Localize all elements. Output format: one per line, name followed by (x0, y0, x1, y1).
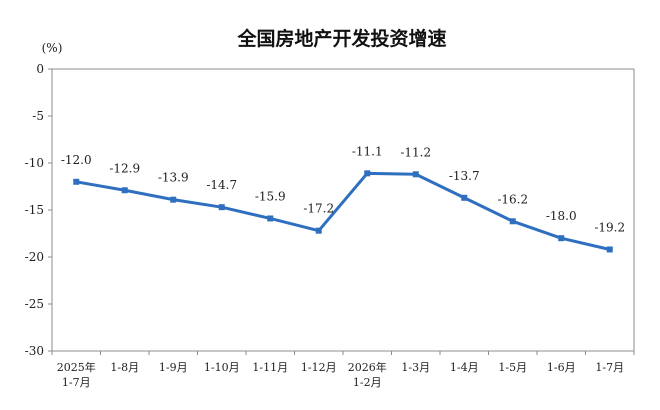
x-tick-label: 2025年 1-7月 (57, 360, 96, 389)
y-tick-label: -20 (25, 250, 44, 264)
x-tick-label: 1-7月 (595, 361, 624, 374)
data-label: -13.9 (158, 171, 189, 185)
data-label: -17.2 (303, 202, 334, 216)
x-tick-label: 1-6月 (547, 361, 576, 374)
data-point (170, 196, 177, 203)
y-tick-label: -5 (32, 109, 44, 123)
data-point (218, 204, 225, 211)
data-label: -11.2 (400, 145, 431, 159)
y-tick-label: -30 (25, 344, 44, 358)
data-label: -16.2 (497, 192, 528, 206)
data-label: -18.0 (546, 209, 577, 223)
series-layer (73, 170, 613, 253)
y-tick-label: -15 (25, 203, 44, 217)
data-point (606, 246, 613, 253)
data-point (73, 178, 80, 185)
data-point (412, 171, 419, 178)
chart-title: 全国房地产开发投资增速 (236, 27, 446, 50)
data-point (315, 227, 322, 234)
data-point (461, 194, 468, 201)
series-line (75, 171, 611, 251)
data-label: -11.1 (352, 144, 383, 158)
data-point (364, 170, 371, 177)
data-point (558, 235, 565, 242)
x-tick-label: 1-10月 (204, 361, 240, 374)
data-label: -19.2 (594, 220, 625, 234)
data-point (121, 187, 128, 194)
data-point (267, 215, 274, 222)
x-tick-label: 1-5月 (498, 361, 527, 374)
data-label: -14.7 (206, 178, 237, 192)
data-label: -15.9 (255, 189, 286, 203)
x-tick-label: 1-11月 (252, 361, 288, 374)
y-axis-unit: (%) (42, 41, 63, 55)
y-tick-label: 0 (36, 62, 44, 76)
y-axis: 0 -5 -10 -15 -20 -25 -30 (25, 62, 52, 358)
x-tick-label: 1-4月 (450, 361, 479, 374)
y-tick-label: -25 (25, 297, 44, 311)
data-labels: -12.0 -12.9 -13.9 -14.7 -15.9 -17.2 -11.1 -11.2… (61, 144, 625, 234)
x-tick-label: 1-8月 (110, 361, 139, 374)
data-label: -12.9 (109, 161, 140, 175)
data-label: -13.7 (449, 169, 480, 183)
x-tick-label: 2026年 1-2月 (348, 360, 387, 389)
data-point (509, 218, 516, 225)
data-label: -12.0 (61, 153, 92, 167)
x-tick-label: 1-9月 (159, 361, 188, 374)
y-tick-label: -10 (25, 156, 44, 170)
x-tick-label: 1-3月 (401, 361, 430, 374)
x-axis: 2025年 1-7月 1-8月 1-9月 1-10月 1-11月 1-12月 2026年 1-2… (51, 351, 635, 389)
x-tick-label: 1-12月 (301, 361, 337, 374)
